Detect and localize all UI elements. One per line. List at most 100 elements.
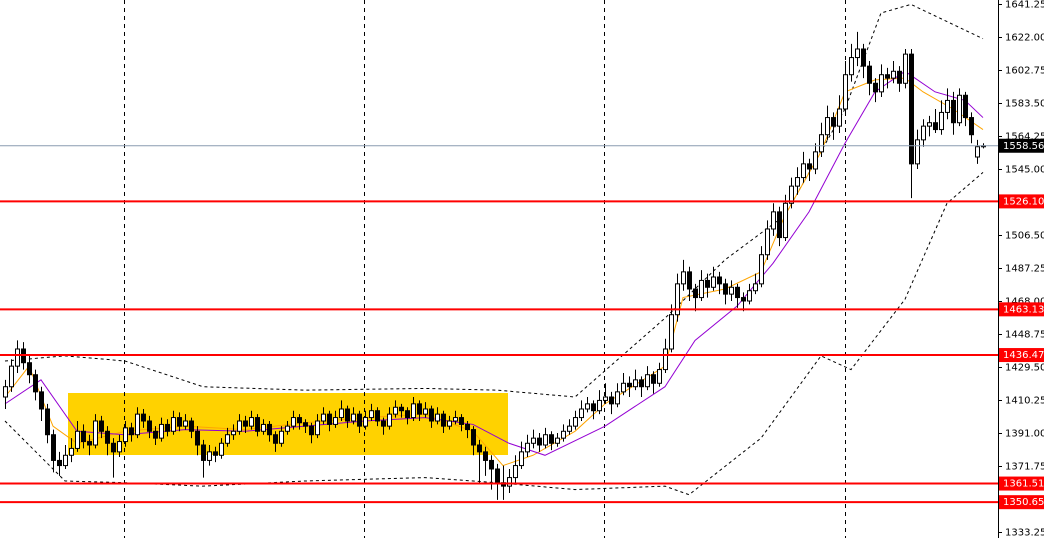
candle-body [177,417,182,427]
candle-body [555,437,560,444]
candle-body [285,425,290,432]
candle-body [453,417,458,422]
level-label: 1526.10 [1003,196,1044,207]
candle-body [93,420,98,446]
candle-body [87,441,92,446]
candle-body [735,286,740,299]
candle-body [399,406,404,412]
candle-body [543,434,548,446]
candle-body [975,146,980,158]
candle-body [687,271,692,290]
candle-body [513,465,518,479]
candle-body [369,410,374,419]
candle-body [573,417,578,427]
candle-body [585,403,590,410]
candle-body [795,177,800,187]
candle-body [813,151,818,170]
candle-body [3,386,8,398]
candle-body [519,451,524,467]
level-label: 1436.47 [1003,350,1044,361]
y-tick-label: 1487.25 [1005,264,1044,275]
candle-body [609,396,614,405]
candle-body [69,447,74,456]
candle-body [459,417,464,425]
y-tick-label: 1602.75 [1005,66,1044,77]
candle-body [327,413,332,425]
candle-body [621,382,626,393]
y-tick-label: 1583.50 [1005,99,1044,110]
candle-body [387,413,392,427]
candle-body [159,423,164,439]
candle-body [123,427,128,443]
candle-body [789,185,794,204]
level-box [999,476,1044,491]
candle-body [189,420,194,432]
candle-body [909,53,914,165]
candle-body [249,417,254,427]
candle-body [315,420,320,436]
candle-body [99,420,104,432]
candle-body [657,369,662,384]
candle-body [345,408,350,422]
candle-body [27,362,32,376]
candle-body [51,434,56,461]
candle-body [261,423,266,432]
candle-body [915,139,920,165]
candle-body [9,365,14,388]
candle-body [273,434,278,444]
candle-body [339,408,344,419]
candle-body [153,430,158,439]
candle-body [297,417,302,424]
candle-body [957,94,962,124]
candle-body [183,420,188,427]
candle-body [489,459,494,470]
candle-body [525,442,530,453]
candle-body [309,425,314,436]
candle-body [753,283,758,292]
candle-body [891,70,896,79]
candle-body [201,444,206,461]
candle-body [219,442,224,456]
candle-body [777,211,782,239]
candle-body [969,117,974,136]
candle-body [597,399,602,412]
y-tick-label: 1429.50 [1005,363,1044,374]
candle-body [867,65,872,84]
y-tick-label: 1622.00 [1005,33,1044,44]
candle-body [831,117,836,127]
candle-body [15,348,20,367]
candle-body [711,276,716,288]
candle-body [771,211,776,230]
candle-body [117,441,122,453]
candle-body [933,122,938,131]
candle-body [447,420,452,427]
candle-body [411,403,416,419]
candle-body [747,290,752,302]
y-tick-label: 1468.00 [1005,297,1044,308]
level-box [999,302,1044,317]
candle-body [765,228,770,256]
candle-body [615,391,620,405]
candle-body [825,117,830,136]
candle-body [303,422,308,427]
candle-body [723,283,728,295]
candle-body [945,99,950,113]
y-tick-label: 1448.75 [1005,330,1044,341]
candle-body [75,430,80,449]
candle-body [627,382,632,388]
candle-body [561,430,566,439]
candle-body [225,434,230,444]
candle-body [759,254,764,285]
candle-body [633,379,638,388]
candle-body [729,286,734,295]
candle-body [417,403,422,415]
candle-body [861,48,866,67]
candle-body [351,413,356,422]
y-tick-label: 1506.50 [1005,231,1044,242]
candle-body [921,125,926,141]
level-box [999,194,1044,209]
candle-body [699,279,704,299]
candle-body [927,122,932,127]
candle-body [807,163,812,170]
candle-body [363,417,368,427]
